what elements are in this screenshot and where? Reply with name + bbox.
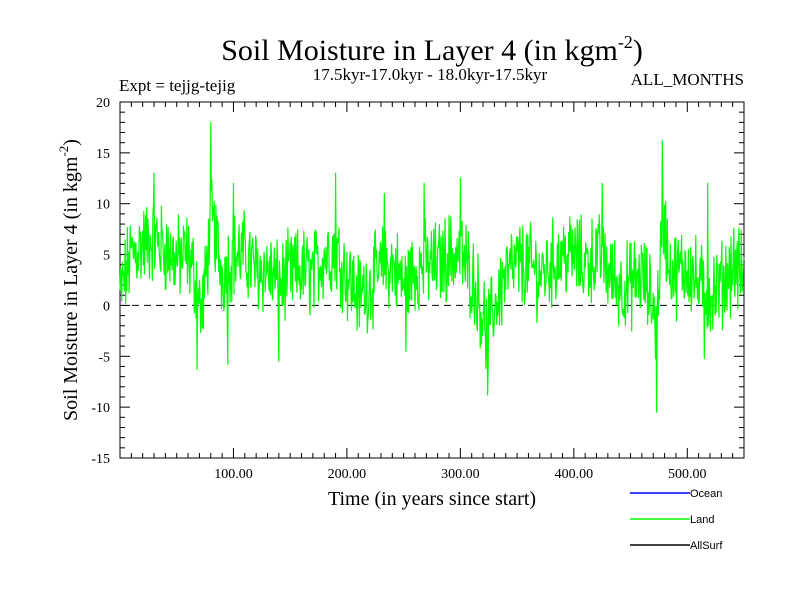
legend: Ocean Land AllSurf bbox=[630, 488, 723, 552]
x-tick-label: 200.00 bbox=[328, 467, 367, 482]
period-label: 17.5kyr-17.0kyr - 18.0kyr-17.5kyr bbox=[313, 65, 548, 84]
x-axis-label: Time (in years since start) bbox=[328, 488, 536, 510]
x-tick-label: 300.00 bbox=[441, 467, 480, 482]
y-tick-label: 10 bbox=[96, 198, 110, 213]
y-axis-ticks: -15 -10 -5 0 5 10 15 20 bbox=[91, 96, 744, 467]
y-tick-label: -15 bbox=[91, 452, 110, 467]
y-tick-label: -10 bbox=[91, 401, 110, 416]
x-tick-label: 500.00 bbox=[668, 467, 707, 482]
x-axis-ticks: 100.00 200.00 300.00 400.00 500.00 bbox=[214, 102, 707, 482]
y-tick-label: 0 bbox=[103, 299, 110, 314]
land-series-line bbox=[119, 121, 745, 413]
minor-ticks bbox=[120, 102, 744, 458]
x-tick-label: 400.00 bbox=[555, 467, 594, 482]
legend-label-ocean: Ocean bbox=[690, 488, 722, 500]
y-tick-label: 15 bbox=[96, 147, 110, 162]
y-axis-label: Soil Moisture in Layer 4 (in kgm-2) bbox=[56, 139, 82, 421]
chart-title: Soil Moisture in Layer 4 (in kgm-2) bbox=[221, 32, 643, 67]
y-tick-label: -5 bbox=[98, 350, 110, 365]
y-tick-label: 5 bbox=[103, 249, 110, 264]
y-tick-label: 20 bbox=[96, 96, 110, 111]
months-label: ALL_MONTHS bbox=[631, 70, 744, 89]
experiment-label: Expt = tejjg-tejig bbox=[119, 76, 236, 95]
legend-label-land: Land bbox=[690, 514, 714, 526]
x-tick-label: 100.00 bbox=[214, 467, 253, 482]
legend-label-allsurf: AllSurf bbox=[690, 540, 723, 552]
